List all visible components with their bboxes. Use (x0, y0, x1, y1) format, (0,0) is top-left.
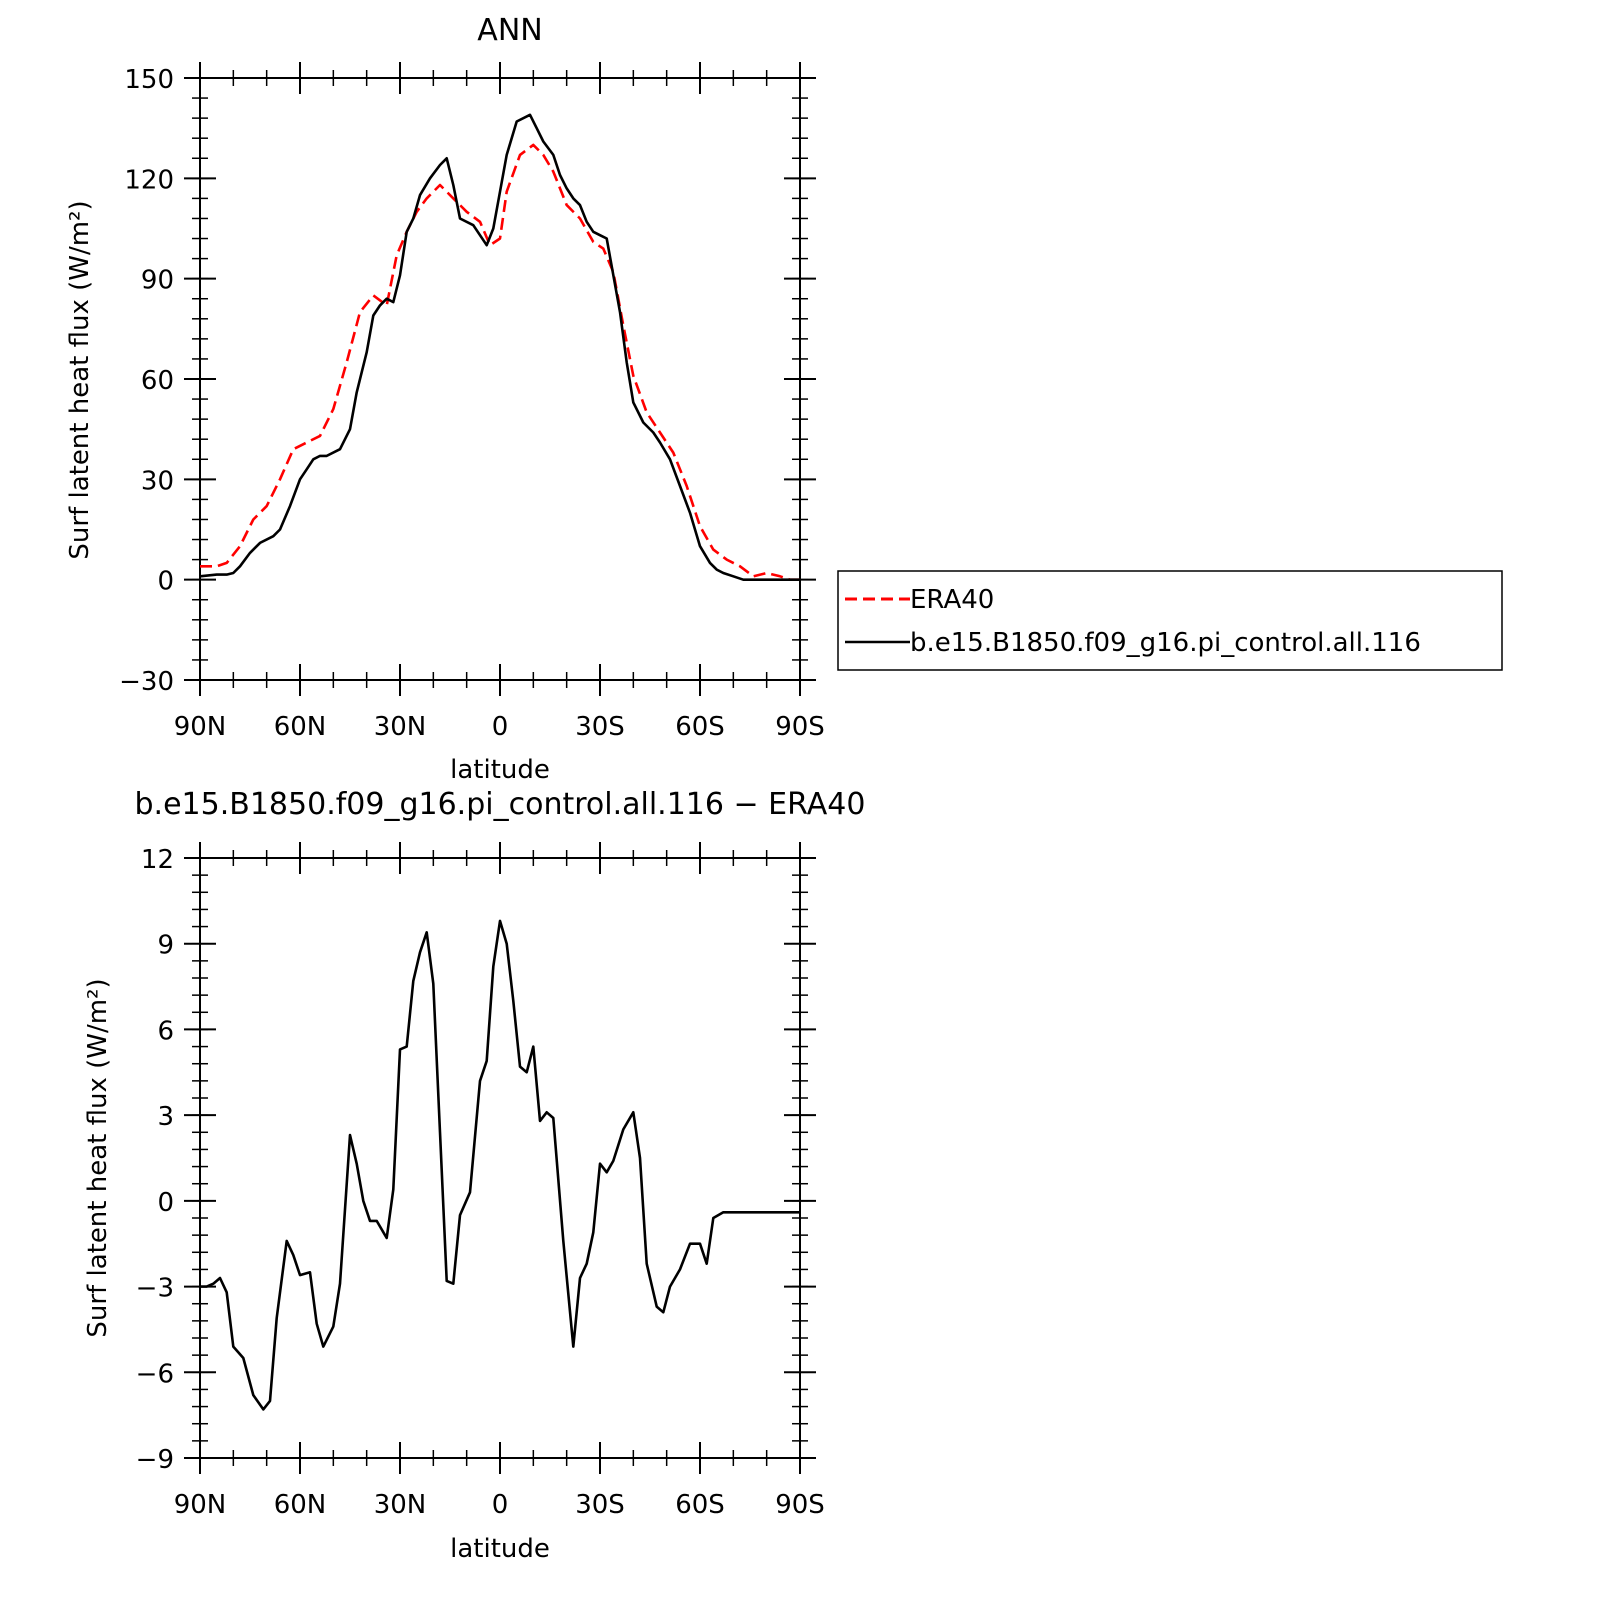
top-tick-marks (184, 62, 816, 696)
top-x-axis-label: latitude (450, 755, 550, 785)
x-tick-label: 30S (575, 712, 625, 742)
x-tick-label: 60N (274, 712, 327, 742)
top-plot-frame (199, 77, 801, 681)
bottom-y-tick-labels: 12 9 6 3 0 −3 −6 −9 (136, 845, 174, 1475)
bottom-y-axis-label: Surf latent heat flux (W/m²) (83, 978, 113, 1337)
y-tick-label: 12 (141, 845, 174, 875)
y-tick-label: 6 (157, 1016, 174, 1046)
x-tick-label: 90N (174, 1490, 227, 1520)
bottom-series-lines (200, 919, 800, 1411)
bottom-x-tick-labels: 90N 60N 30N 0 30S 60S 90S (174, 1490, 825, 1520)
y-tick-label: −3 (136, 1274, 174, 1304)
bottom-plot-frame (199, 857, 801, 1459)
y-tick-label: 120 (124, 165, 174, 195)
x-tick-label: 0 (492, 1490, 509, 1520)
legend-box (837, 570, 1503, 671)
legend-label-model: b.e15.B1850.f09_g16.pi_control.all.116 (910, 628, 1421, 658)
x-tick-label: 30N (374, 1490, 427, 1520)
top-y-axis-label: Surf latent heat flux (W/m²) (65, 200, 95, 559)
bottom-panel: b.e15.B1850.f09_g16.pi_control.all.116 −… (83, 787, 865, 1564)
x-tick-label: 90S (775, 1490, 825, 1520)
model-series-line (200, 919, 800, 1411)
legend-label-era40: ERA40 (910, 585, 994, 615)
x-tick-label: 0 (492, 712, 509, 742)
y-tick-label: 90 (141, 266, 174, 296)
y-tick-label: 30 (141, 466, 174, 496)
x-tick-label: 30N (374, 712, 427, 742)
legend: ERA40 b.e15.B1850.f09_g16.pi_control.all… (837, 570, 1503, 671)
x-tick-label: 30S (575, 1490, 625, 1520)
model-series-line (199, 113, 800, 582)
y-tick-label: 3 (157, 1102, 174, 1132)
bottom-tick-marks (184, 842, 816, 1474)
y-tick-label: −9 (136, 1445, 174, 1475)
y-tick-label: 0 (157, 1188, 174, 1218)
x-tick-label: 60N (274, 1490, 327, 1520)
era40-series-line (200, 143, 800, 582)
x-tick-label: 60S (675, 712, 725, 742)
top-series-lines (199, 113, 800, 582)
top-chart-title: ANN (477, 13, 542, 48)
x-tick-label: 90S (775, 712, 825, 742)
y-tick-label: 60 (141, 366, 174, 396)
x-tick-label: 60S (675, 1490, 725, 1520)
y-tick-label: 9 (157, 931, 174, 961)
y-tick-label: 0 (157, 567, 174, 597)
top-y-tick-labels: 150 120 90 60 30 0 −30 (119, 65, 174, 697)
top-x-tick-labels: 90N 60N 30N 0 30S 60S 90S (174, 712, 825, 742)
x-tick-label: 90N (174, 712, 227, 742)
y-tick-label: 150 (124, 65, 174, 95)
bottom-chart-title: b.e15.B1850.f09_g16.pi_control.all.116 −… (135, 787, 866, 822)
y-tick-label: −30 (119, 667, 174, 697)
y-tick-label: −6 (136, 1359, 174, 1389)
bottom-x-axis-label: latitude (450, 1534, 550, 1564)
top-panel: ANN 150 120 90 60 30 0 −30 90N 60N 30N 0 30S 60S 90S… (65, 13, 1503, 785)
